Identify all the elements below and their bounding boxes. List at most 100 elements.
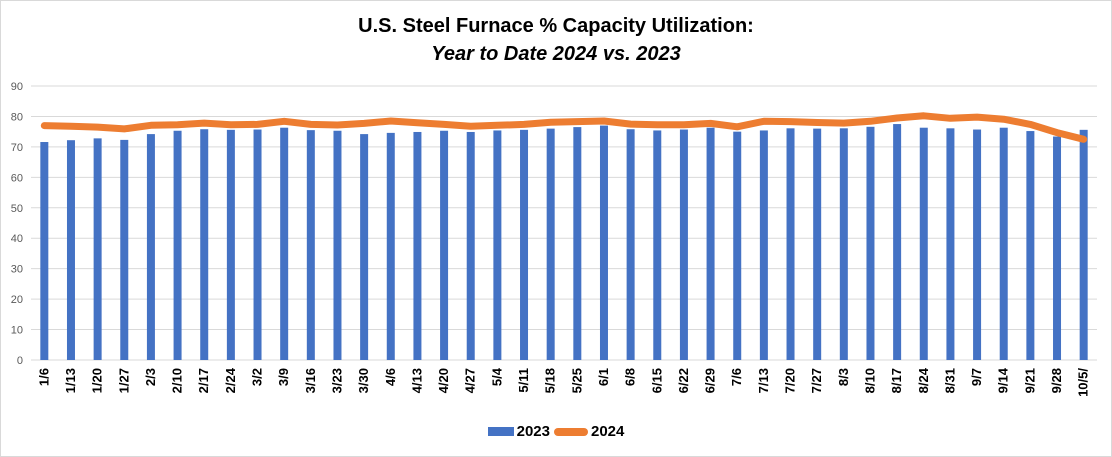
x-tick-label: 2/3	[143, 368, 158, 386]
bar-2023	[839, 128, 848, 360]
x-tick-label: 8/24	[916, 367, 931, 393]
x-tick-label: 3/2	[250, 368, 265, 386]
x-tick-label: 6/8	[623, 368, 638, 386]
legend-label-2024: 2024	[591, 423, 625, 440]
bar-2023	[466, 131, 475, 360]
legend-item-2023: 2023	[487, 423, 550, 440]
chart-title: U.S. Steel Furnace % Capacity Utilizatio…	[358, 15, 754, 37]
y-tick-label: 20	[11, 294, 23, 306]
bar-2023	[520, 129, 529, 360]
chart-subtitle: Year to Date 2024 vs. 2023	[431, 43, 681, 65]
bar-2023	[973, 129, 982, 360]
bar-2023	[999, 127, 1008, 360]
x-tick-label: 6/22	[676, 368, 691, 393]
x-tick-label: 9/21	[1022, 368, 1037, 393]
y-tick-label: 0	[17, 355, 23, 367]
y-tick-label: 60	[11, 172, 23, 184]
bar-2023	[1026, 131, 1035, 360]
x-tick-label: 8/31	[942, 368, 957, 393]
x-tick-label: 7/13	[756, 368, 771, 393]
bar-2023	[413, 131, 422, 360]
x-tick-label: 7/20	[783, 368, 798, 393]
x-tick-label: 2/10	[170, 368, 185, 393]
bar-2023	[93, 138, 102, 360]
y-tick-label: 90	[11, 81, 23, 93]
x-tick-label: 1/27	[116, 368, 131, 393]
bar-2023	[386, 132, 395, 360]
bar-2023	[813, 128, 822, 360]
x-tick-label: 1/13	[63, 368, 78, 393]
x-tick-label: 4/20	[436, 368, 451, 393]
bar-2023	[173, 130, 182, 360]
bar-2023	[493, 130, 502, 360]
bar-2023	[546, 128, 555, 360]
x-tick-label: 8/3	[836, 368, 851, 386]
y-tick-label: 10	[11, 325, 23, 337]
bar-2023	[306, 130, 315, 360]
bar-2023	[200, 129, 209, 360]
y-tick-label: 30	[11, 264, 23, 276]
x-tick-label: 5/4	[489, 367, 504, 386]
x-tick-label: 8/10	[862, 368, 877, 393]
bar-2023	[253, 129, 262, 360]
bar-2023	[440, 130, 449, 360]
bar-2023	[66, 140, 75, 360]
x-tick-label: 3/9	[276, 368, 291, 386]
x-tick-label: 3/16	[303, 368, 318, 393]
bar-2023	[226, 129, 235, 360]
x-tick-label: 5/25	[569, 368, 584, 393]
x-tick-label: 3/30	[356, 368, 371, 393]
bar-2023	[360, 134, 369, 360]
bar-2023	[679, 129, 688, 360]
bar-2023	[919, 127, 928, 360]
legend-swatch-2024	[554, 427, 588, 436]
y-tick-label: 40	[11, 233, 23, 245]
legend-swatch-2023	[487, 427, 514, 436]
x-tick-label: 6/1	[596, 368, 611, 386]
chart-title-block: U.S. Steel Furnace % Capacity Utilizatio…	[0, 12, 1112, 68]
bar-2023	[1053, 136, 1062, 360]
x-tick-label: 4/6	[383, 368, 398, 386]
x-tick-label: 1/20	[90, 368, 105, 393]
x-tick-label: 2/17	[196, 368, 211, 393]
x-tick-label: 1/6	[36, 368, 51, 386]
x-tick-label: 7/27	[809, 368, 824, 393]
bar-2023	[759, 130, 768, 360]
x-tick-label: 9/28	[1049, 368, 1064, 393]
legend-label-2023: 2023	[516, 423, 550, 440]
bar-2023	[333, 130, 342, 360]
bar-2023	[706, 127, 715, 360]
x-tick-label: 9/7	[969, 368, 984, 386]
y-tick-label: 80	[11, 111, 23, 123]
bar-2023	[893, 124, 902, 360]
x-tick-label: 3/23	[329, 368, 344, 393]
bar-2023	[573, 127, 582, 360]
y-tick-label: 50	[11, 203, 23, 215]
x-tick-label: 6/29	[703, 368, 718, 393]
bar-2023	[653, 130, 662, 360]
bar-2023	[626, 129, 635, 360]
line-2024	[40, 112, 1088, 143]
y-tick-label: 70	[11, 142, 23, 154]
bar-2023	[946, 128, 955, 360]
x-tick-label: 8/17	[889, 368, 904, 393]
x-tick-label: 4/13	[409, 368, 424, 393]
bar-2023	[146, 134, 155, 360]
x-tick-label: 5/11	[516, 368, 531, 393]
bar-2023	[40, 142, 49, 360]
legend-item-2024: 2024	[554, 423, 624, 440]
bar-2023	[280, 127, 289, 360]
bar-2023	[1079, 129, 1088, 360]
x-tick-label: 4/27	[463, 368, 478, 393]
x-tick-label: 5/18	[543, 368, 558, 393]
legend: 2023 2024	[0, 423, 1112, 440]
x-tick-label: 7/6	[729, 368, 744, 386]
bar-2023	[786, 128, 795, 360]
bar-2023	[120, 139, 129, 360]
x-tick-label: 2/24	[223, 367, 238, 393]
x-tick-label: 6/15	[649, 368, 664, 393]
x-tick-label: 9/14	[996, 367, 1011, 393]
bar-2023	[866, 126, 875, 360]
x-tick-label: 10/5/	[1076, 368, 1091, 397]
